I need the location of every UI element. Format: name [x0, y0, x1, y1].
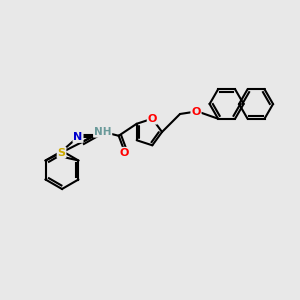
- Text: O: O: [148, 114, 157, 124]
- Text: O: O: [120, 148, 129, 158]
- Text: N: N: [74, 132, 82, 142]
- Text: NH: NH: [94, 127, 111, 137]
- Text: S: S: [58, 148, 65, 158]
- Text: O: O: [191, 107, 201, 117]
